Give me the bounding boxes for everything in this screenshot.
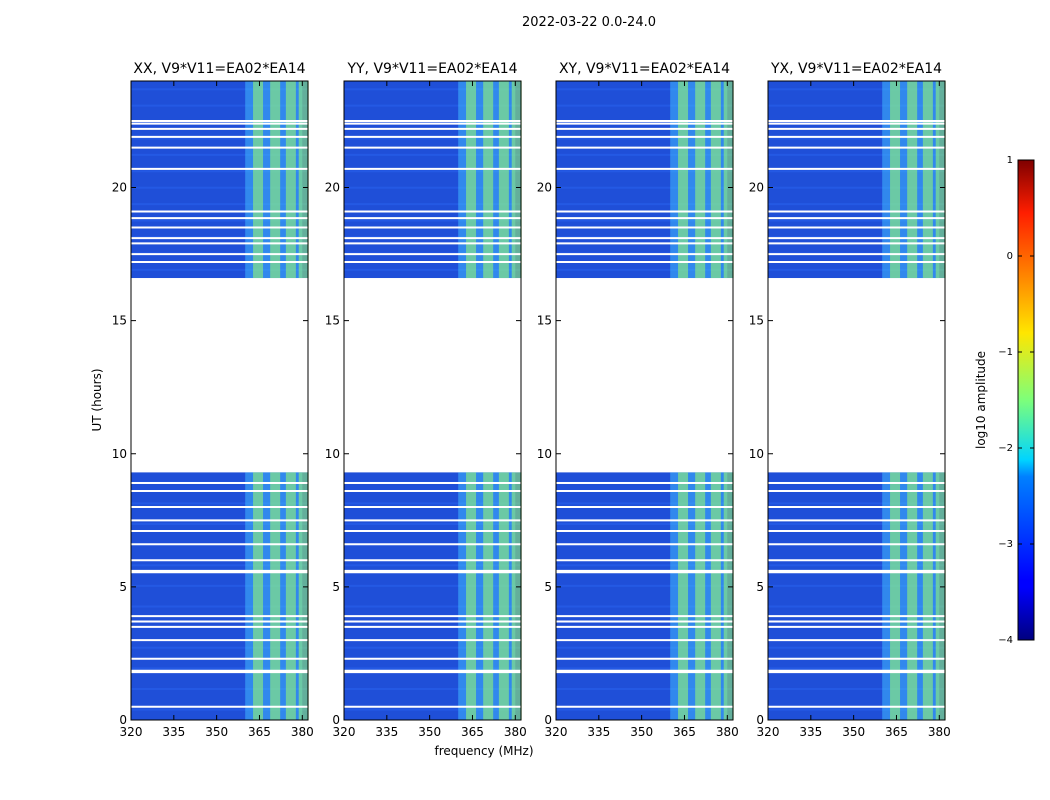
rfi-channel (907, 81, 918, 279)
x-tick-label: 320 (120, 725, 143, 739)
rfi-channel (466, 472, 477, 720)
x-axis-label: frequency (MHz) (434, 744, 533, 758)
rfi-channel (498, 81, 509, 279)
rfi-channel (483, 472, 494, 720)
x-tick-label: 335 (375, 725, 398, 739)
rfi-channel (695, 81, 706, 279)
rfi-channel (723, 472, 734, 720)
figure-title: 2022-03-22 0.0-24.0 (522, 15, 656, 30)
plot-frame (130, 80, 309, 721)
rfi-channel (710, 81, 721, 279)
y-tick-label: 0 (544, 713, 552, 727)
colorbar-tick-label: −4 (998, 635, 1013, 646)
rfi-channel (907, 472, 918, 720)
y-tick-label: 0 (332, 713, 340, 727)
plot-frame (343, 80, 522, 721)
rfi-channel (890, 472, 901, 720)
rfi-channel (285, 472, 296, 720)
y-tick-label: 10 (537, 447, 552, 461)
rfi-channel (723, 81, 734, 279)
rfi-channel (298, 81, 309, 279)
colorbar-tick-label: −3 (998, 539, 1013, 550)
rfi-channel (253, 472, 264, 720)
rfi-channel (922, 81, 933, 279)
panel-3: YX, V9*V11=EA02*EA14 320 335 350 365 380 0 5 10 1… (749, 61, 951, 739)
y-tick-label: 15 (749, 314, 764, 328)
panel-title: XX, V9*V11=EA02*EA14 (133, 61, 305, 77)
x-tick-label: 380 (504, 725, 527, 739)
rfi-channel (285, 81, 296, 279)
y-tick-label: 10 (112, 447, 127, 461)
plot-frame (555, 80, 734, 721)
plot-frame (767, 80, 946, 721)
x-tick-label: 365 (461, 725, 484, 739)
rfi-channel (678, 472, 689, 720)
panel-2: XY, V9*V11=EA02*EA14 320 335 350 365 380 0 5 10 1… (537, 61, 739, 739)
rfi-channel (710, 472, 721, 720)
panel-title: YY, V9*V11=EA02*EA14 (346, 61, 517, 77)
x-tick-label: 350 (418, 725, 441, 739)
y-tick-label: 20 (112, 181, 127, 195)
rfi-channel (922, 472, 933, 720)
colorbar-tick-label: 0 (1007, 251, 1013, 262)
y-tick-label: 20 (537, 181, 552, 195)
rfi-channel (890, 81, 901, 279)
rfi-channel (270, 81, 281, 279)
rfi-channel (511, 81, 522, 279)
rfi-channel (253, 81, 264, 279)
colorbar-tick-label: −1 (998, 347, 1013, 358)
y-tick-label: 0 (756, 713, 764, 727)
rfi-channel (498, 472, 509, 720)
panel-title: XY, V9*V11=EA02*EA14 (559, 61, 730, 77)
x-tick-label: 380 (291, 725, 314, 739)
x-tick-label: 335 (162, 725, 185, 739)
y-tick-label: 10 (325, 447, 340, 461)
y-tick-label: 5 (332, 580, 340, 594)
x-tick-label: 380 (716, 725, 739, 739)
rfi-channel (511, 472, 522, 720)
colorbar: 1 0 −1 −2 −3 −4 log10 amplitude (974, 155, 1035, 646)
x-tick-label: 320 (757, 725, 780, 739)
x-tick-label: 350 (630, 725, 653, 739)
rfi-channel (695, 472, 706, 720)
colorbar-tick-label: −2 (998, 443, 1013, 454)
x-tick-label: 380 (928, 725, 951, 739)
y-tick-label: 5 (756, 580, 764, 594)
colorbar-tick-label: 1 (1007, 155, 1013, 166)
rfi-channel (298, 472, 309, 720)
colorbar-label: log10 amplitude (974, 351, 988, 449)
y-tick-label: 0 (119, 713, 127, 727)
y-tick-label: 5 (119, 580, 127, 594)
x-tick-label: 365 (673, 725, 696, 739)
y-tick-label: 15 (325, 314, 340, 328)
rfi-channel (935, 81, 946, 279)
rfi-channel (270, 472, 281, 720)
y-tick-label: 10 (749, 447, 764, 461)
x-tick-label: 335 (799, 725, 822, 739)
x-tick-label: 350 (842, 725, 865, 739)
panel-title: YX, V9*V11=EA02*EA14 (770, 61, 942, 77)
y-tick-label: 20 (749, 181, 764, 195)
rfi-channel (483, 81, 494, 279)
rfi-channel (466, 81, 477, 279)
colorbar-gradient (1017, 159, 1035, 641)
y-tick-label: 15 (537, 314, 552, 328)
y-tick-label: 5 (544, 580, 552, 594)
x-tick-label: 365 (885, 725, 908, 739)
panel-0: XX, V9*V11=EA02*EA14 320 335 350 365 380 0 5 10 1… (112, 61, 314, 739)
x-tick-label: 320 (545, 725, 568, 739)
x-tick-label: 365 (248, 725, 271, 739)
rfi-channel (935, 472, 946, 720)
panel-1: YY, V9*V11=EA02*EA14 320 335 350 365 380 0 5 10 1… (325, 61, 527, 739)
rfi-channel (678, 81, 689, 279)
y-axis-label: UT (hours) (90, 368, 104, 431)
y-tick-label: 15 (112, 314, 127, 328)
x-tick-label: 350 (205, 725, 228, 739)
y-tick-label: 20 (325, 181, 340, 195)
x-tick-label: 320 (333, 725, 356, 739)
x-tick-label: 335 (587, 725, 610, 739)
